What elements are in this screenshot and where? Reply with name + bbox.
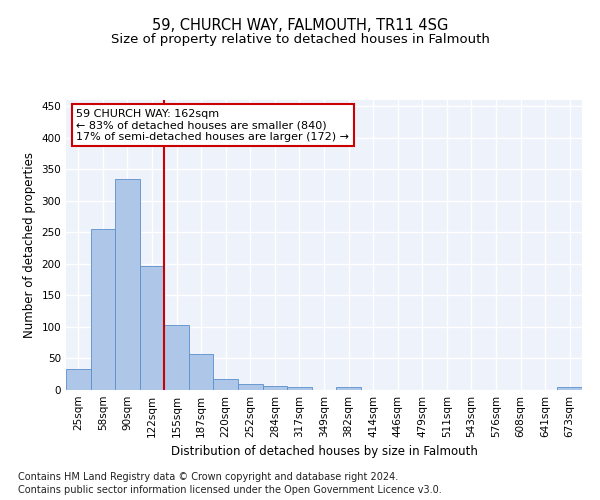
X-axis label: Distribution of detached houses by size in Falmouth: Distribution of detached houses by size … xyxy=(170,446,478,458)
Bar xyxy=(66,369,91,390)
Bar xyxy=(164,325,189,390)
Bar xyxy=(287,387,312,390)
Text: Contains HM Land Registry data © Crown copyright and database right 2024.: Contains HM Land Registry data © Crown c… xyxy=(18,472,398,482)
Text: 59, CHURCH WAY, FALMOUTH, TR11 4SG: 59, CHURCH WAY, FALMOUTH, TR11 4SG xyxy=(152,18,448,32)
Bar xyxy=(336,388,361,390)
Text: Size of property relative to detached houses in Falmouth: Size of property relative to detached ho… xyxy=(110,32,490,46)
Bar xyxy=(189,354,214,390)
Bar xyxy=(115,179,140,390)
Bar xyxy=(91,229,115,390)
Y-axis label: Number of detached properties: Number of detached properties xyxy=(23,152,36,338)
Bar xyxy=(140,266,164,390)
Bar xyxy=(263,386,287,390)
Bar xyxy=(238,384,263,390)
Text: 59 CHURCH WAY: 162sqm
← 83% of detached houses are smaller (840)
17% of semi-det: 59 CHURCH WAY: 162sqm ← 83% of detached … xyxy=(76,108,349,142)
Bar xyxy=(557,388,582,390)
Text: Contains public sector information licensed under the Open Government Licence v3: Contains public sector information licen… xyxy=(18,485,442,495)
Bar xyxy=(214,380,238,390)
